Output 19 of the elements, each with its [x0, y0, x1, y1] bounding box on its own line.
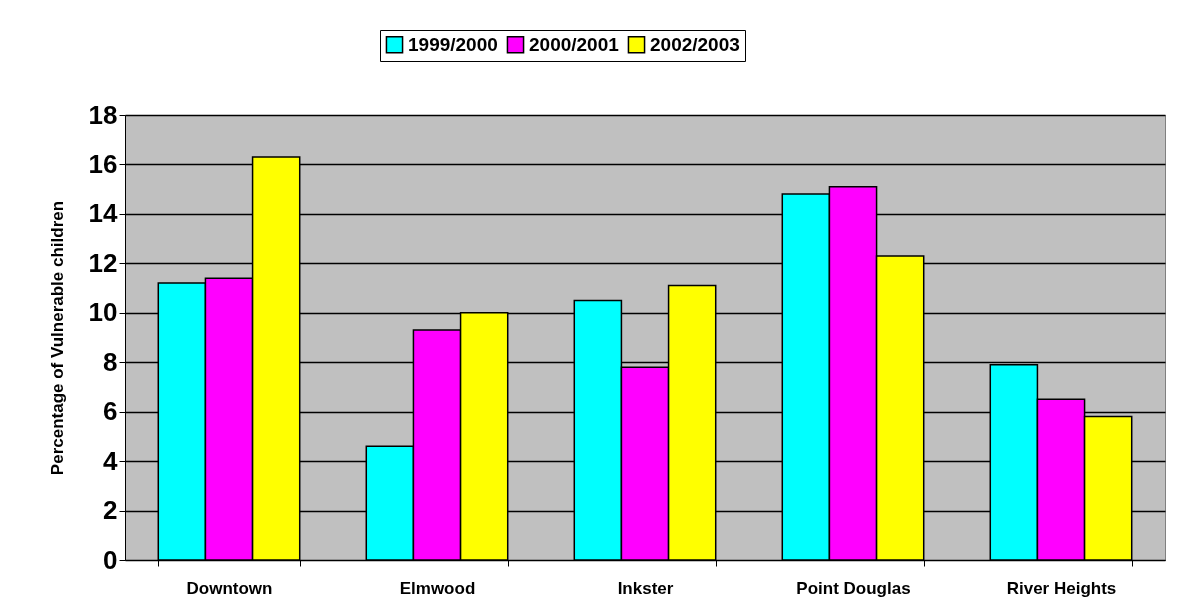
x-tick-label: River Heights — [1006, 578, 1117, 598]
x-tick-label: Elmwood — [399, 578, 476, 598]
y-tick-label: 0 — [103, 544, 118, 575]
y-axis-title: Percentage of Vulnerable children — [47, 200, 67, 476]
x-tick-label: Point Douglas — [796, 578, 911, 598]
y-tick-label: 16 — [88, 148, 118, 179]
legend-label: 2000/2001 — [529, 33, 620, 55]
legend-label: 1999/2000 — [408, 33, 498, 55]
y-tick-label: 8 — [103, 346, 118, 377]
y-tick-label: 12 — [88, 247, 118, 278]
y-tick-label: 6 — [103, 396, 118, 427]
x-tick-label: Downtown — [186, 578, 273, 598]
y-tick-label: 10 — [88, 297, 118, 328]
legend-label: 2002/2003 — [650, 33, 740, 55]
y-tick-label: 2 — [103, 495, 118, 526]
y-tick-label: 14 — [88, 198, 119, 229]
y-tick-label: 18 — [88, 99, 118, 130]
x-tick-label: Inkster — [617, 578, 674, 598]
y-tick-label: 4 — [103, 445, 119, 476]
